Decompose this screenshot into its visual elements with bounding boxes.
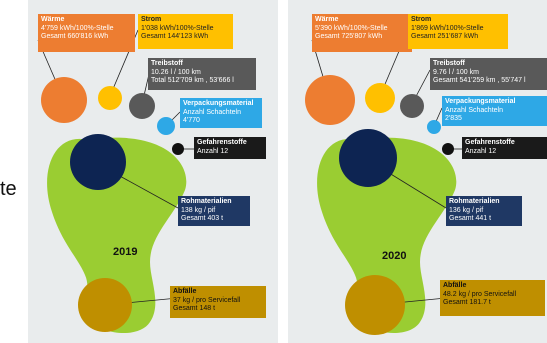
verpackung-circle-2020 [427, 120, 441, 134]
waerme-label-2020: Wärme 5'390 kWh/100%-Stelle Gesamt 725'8… [312, 14, 412, 52]
abfaelle-value-2020: 48.2 kg / pro Servicefall [443, 290, 517, 298]
abfaelle-title-2019: Abfälle [173, 288, 197, 295]
verpackung-count-2020: 2'835 [445, 115, 462, 122]
rohmaterial-label-2019: Rohmaterialien 138 kg / pif Gesamt 403 t [178, 196, 250, 226]
abfaelle-label-2019: Abfälle 37 kg / pro Servicefall Gesamt 1… [170, 286, 266, 318]
verpackung-label-2020: Verpackungsmaterial Anzahl Schachteln 2'… [442, 96, 547, 126]
gefahren-circle-2020 [442, 143, 454, 155]
waerme-total-2020: Gesamt 725'807 kWh [315, 33, 383, 40]
rohmaterial-value-2019: 138 kg / pif [181, 206, 216, 214]
waerme-label-2019: Wärme 4'759 kWh/100%-Stelle Gesamt 660'8… [38, 14, 135, 52]
waerme-circle-2019 [41, 77, 87, 123]
abfaelle-label-2020: Abfälle 48.2 kg / pro Servicefall Gesamt… [440, 280, 545, 316]
gefahren-circle-2019 [172, 143, 184, 155]
rohmaterial-circle-2020 [339, 129, 397, 187]
verpackung-value-2019: Anzahl Schachteln [183, 108, 241, 116]
waerme-title-2019: Wärme [41, 16, 65, 23]
strom-title-2020: Strom [411, 16, 432, 23]
waerme-value-2020: 5'390 kWh/100%-Stelle [315, 24, 388, 32]
abfaelle-total-2020: Gesamt 181.7 t [443, 299, 491, 306]
rohmaterial-label-2020: Rohmaterialien 136 kg / pif Gesamt 441 t [446, 196, 522, 226]
abfaelle-title-2020: Abfälle [443, 282, 467, 289]
gefahren-count-2020: Anzahl 12 [465, 147, 497, 155]
treibstoff-circle-2020 [400, 94, 424, 118]
treibstoff-total-2019: Total 512'709 km , 53'666 l [151, 77, 234, 84]
treibstoff-value-2020: 9.76 l / 100 km [433, 68, 479, 76]
verpackung-title-2020: Verpackungsmaterial [445, 98, 516, 105]
waerme-title-2020: Wärme [315, 16, 339, 23]
abfaelle-total-2019: Gesamt 148 t [173, 305, 216, 312]
verpackung-value-2020: Anzahl Schachteln [445, 106, 503, 114]
treibstoff-title-2020: Treibstoff [433, 60, 465, 67]
year-label-2019: 2019 [113, 246, 138, 258]
cropped-side-text: te [0, 178, 17, 200]
year-label-2020: 2020 [382, 250, 407, 262]
treibstoff-title-2019: Treibstoff [151, 60, 183, 67]
strom-label-2019: Strom 1'038 kWh/100%-Stelle Gesamt 144'1… [138, 14, 233, 49]
strom-label-2020: Strom 1'869 kWh/100%-Stelle Gesamt 251'6… [408, 14, 508, 49]
strom-title-2019: Strom [141, 16, 162, 23]
waerme-circle-2020 [305, 75, 355, 125]
strom-circle-2019 [98, 86, 122, 110]
strom-circle-2020 [365, 83, 395, 113]
verpackung-count-2019: 4'770 [183, 117, 200, 124]
treibstoff-label-2019: Treibstoff 10.26 l / 100 km Total 512'70… [148, 58, 256, 90]
treibstoff-total-2020: Gesamt 541'259 km , 55'747 l [433, 77, 526, 84]
abfaelle-circle-2020 [345, 275, 405, 335]
strom-total-2020: Gesamt 251'687 kWh [411, 33, 479, 40]
gefahren-label-2019: Gefahrenstoffe Anzahl 12 [194, 137, 266, 159]
gefahren-count-2019: Anzahl 12 [197, 147, 229, 155]
treibstoff-value-2019: 10.26 l / 100 km [151, 68, 201, 76]
rohmaterial-circle-2019 [70, 134, 126, 190]
gefahren-title-2020: Gefahrenstoffe [465, 139, 515, 146]
rohmaterial-total-2019: Gesamt 403 t [181, 215, 224, 222]
gefahren-label-2020: Gefahrenstoffe Anzahl 12 [462, 137, 547, 159]
strom-total-2019: Gesamt 144'123 kWh [141, 33, 209, 40]
rohmaterial-value-2020: 136 kg / pif [449, 206, 484, 214]
verpackung-circle-2019 [157, 117, 175, 135]
abfaelle-value-2019: 37 kg / pro Servicefall [173, 296, 241, 304]
verpackung-title-2019: Verpackungsmaterial [183, 100, 254, 107]
waerme-value-2019: 4'759 kWh/100%-Stelle [41, 24, 114, 32]
strom-value-2019: 1'038 kWh/100%-Stelle [141, 24, 214, 32]
treibstoff-label-2020: Treibstoff 9.76 l / 100 km Gesamt 541'25… [430, 58, 547, 90]
footprint-2019 [47, 137, 187, 334]
rohmaterial-title-2019: Rohmaterialien [181, 198, 232, 205]
waerme-total-2019: Gesamt 660'816 kWh [41, 33, 109, 40]
strom-value-2020: 1'869 kWh/100%-Stelle [411, 24, 484, 32]
rohmaterial-title-2020: Rohmaterialien [449, 198, 500, 205]
rohmaterial-total-2020: Gesamt 441 t [449, 215, 492, 222]
abfaelle-circle-2019 [78, 278, 132, 332]
treibstoff-circle-2019 [129, 93, 155, 119]
verpackung-label-2019: Verpackungsmaterial Anzahl Schachteln 4'… [180, 98, 262, 128]
gefahren-title-2019: Gefahrenstoffe [197, 139, 247, 146]
footprint-2020 [317, 137, 457, 334]
